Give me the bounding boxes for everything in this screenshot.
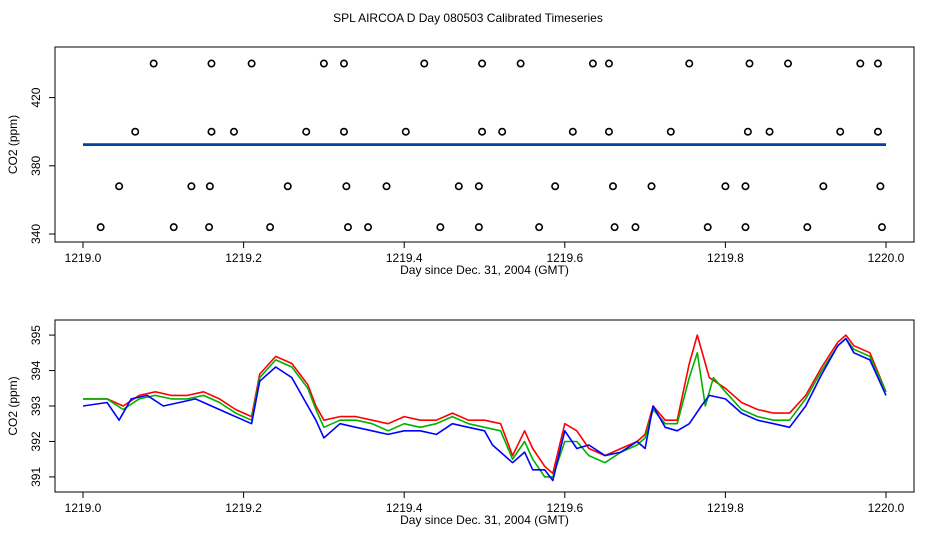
bottom-panel: 1219.0 1219.2 1219.4 1219.6 1219.8 1220.0 391… <box>6 319 915 527</box>
data-point <box>741 182 750 191</box>
bottom-y-axis: 391 392 393 394 395 <box>29 325 55 487</box>
data-point <box>96 223 105 232</box>
data-point <box>474 182 483 191</box>
data-point <box>302 127 311 136</box>
x-tick-label: 1219.6 <box>546 501 583 515</box>
data-point <box>604 59 613 68</box>
x-tick-label: 1219.4 <box>386 501 423 515</box>
data-point <box>873 59 882 68</box>
data-point <box>685 59 694 68</box>
y-tick-label: 380 <box>29 155 43 175</box>
top-x-axis: 1219.0 1219.2 1219.4 1219.6 1219.8 1220.0 <box>65 242 905 265</box>
data-point <box>207 59 216 68</box>
data-point <box>803 223 812 232</box>
series-line <box>82 337 887 482</box>
x-tick-label: 1219.0 <box>65 501 102 515</box>
y-tick-label: 420 <box>29 87 43 107</box>
data-point <box>339 59 348 68</box>
data-point <box>229 127 238 136</box>
data-point <box>873 127 882 136</box>
x-tick-label: 1219.8 <box>707 251 744 265</box>
data-point <box>420 59 429 68</box>
series-line <box>83 337 887 478</box>
y-tick-label: 395 <box>29 325 43 345</box>
data-point <box>666 127 675 136</box>
x-tick-label: 1219.2 <box>225 501 262 515</box>
data-point <box>474 223 483 232</box>
data-point <box>819 182 828 191</box>
data-point <box>187 182 196 191</box>
y-tick-label: 393 <box>29 396 43 416</box>
bottom-plot-marks <box>82 334 887 482</box>
top-panel: 1219.0 1219.2 1219.4 1219.6 1219.8 1220.0 340… <box>6 46 915 277</box>
data-point <box>608 182 617 191</box>
data-point <box>205 223 214 232</box>
data-point <box>169 223 178 232</box>
data-point <box>765 127 774 136</box>
data-point <box>703 223 712 232</box>
data-point <box>454 182 463 191</box>
y-tick-label: 340 <box>29 224 43 244</box>
data-point <box>610 223 619 232</box>
data-point <box>115 182 124 191</box>
data-point <box>551 182 560 191</box>
x-tick-label: 1220.0 <box>868 501 905 515</box>
data-point <box>478 127 487 136</box>
data-point <box>588 59 597 68</box>
data-point <box>401 127 410 136</box>
data-point <box>266 223 275 232</box>
bottom-x-axis-label: Day since Dec. 31, 2004 (GMT) <box>400 513 569 527</box>
bottom-x-axis: 1219.0 1219.2 1219.4 1219.6 1219.8 1220.0 <box>65 492 905 515</box>
top-plot-frame <box>54 46 915 243</box>
chart-title: SPL AIRCOA D Day 080503 Calibrated Times… <box>333 11 603 25</box>
x-tick-label: 1219.8 <box>707 501 744 515</box>
data-point <box>498 127 507 136</box>
data-point <box>516 59 525 68</box>
data-point <box>647 182 656 191</box>
bottom-plot-frame <box>54 319 915 493</box>
data-point <box>207 127 216 136</box>
data-point <box>876 182 885 191</box>
bottom-y-axis-label: CO2 (ppm) <box>6 376 20 435</box>
x-tick-label: 1219.2 <box>225 251 262 265</box>
top-plot-marks <box>83 59 886 232</box>
x-tick-label: 1219.4 <box>386 251 423 265</box>
data-point <box>478 59 487 68</box>
data-point <box>339 127 348 136</box>
series-line <box>83 334 887 475</box>
data-point <box>743 127 752 136</box>
data-point <box>364 223 373 232</box>
data-point <box>149 59 158 68</box>
data-point <box>836 127 845 136</box>
data-point <box>784 59 793 68</box>
y-tick-label: 391 <box>29 467 43 487</box>
data-point <box>741 223 750 232</box>
data-point <box>382 182 391 191</box>
data-point <box>535 223 544 232</box>
data-point <box>343 223 352 232</box>
data-point <box>877 223 886 232</box>
x-tick-label: 1219.6 <box>546 251 583 265</box>
top-x-axis-label: Day since Dec. 31, 2004 (GMT) <box>400 263 569 277</box>
data-point <box>721 182 730 191</box>
data-point <box>131 127 140 136</box>
data-point <box>745 59 754 68</box>
data-point <box>319 59 328 68</box>
data-point <box>856 59 865 68</box>
data-point <box>205 182 214 191</box>
data-point <box>283 182 292 191</box>
data-point <box>604 127 613 136</box>
x-tick-label: 1219.0 <box>65 251 102 265</box>
y-tick-label: 394 <box>29 360 43 380</box>
top-y-axis-label: CO2 (ppm) <box>6 115 20 174</box>
top-y-axis: 340 380 420 <box>29 87 55 244</box>
y-tick-label: 392 <box>29 431 43 451</box>
data-point <box>631 223 640 232</box>
x-tick-label: 1220.0 <box>868 251 905 265</box>
data-point <box>247 59 256 68</box>
data-point <box>436 223 445 232</box>
data-point <box>342 182 351 191</box>
data-point <box>568 127 577 136</box>
